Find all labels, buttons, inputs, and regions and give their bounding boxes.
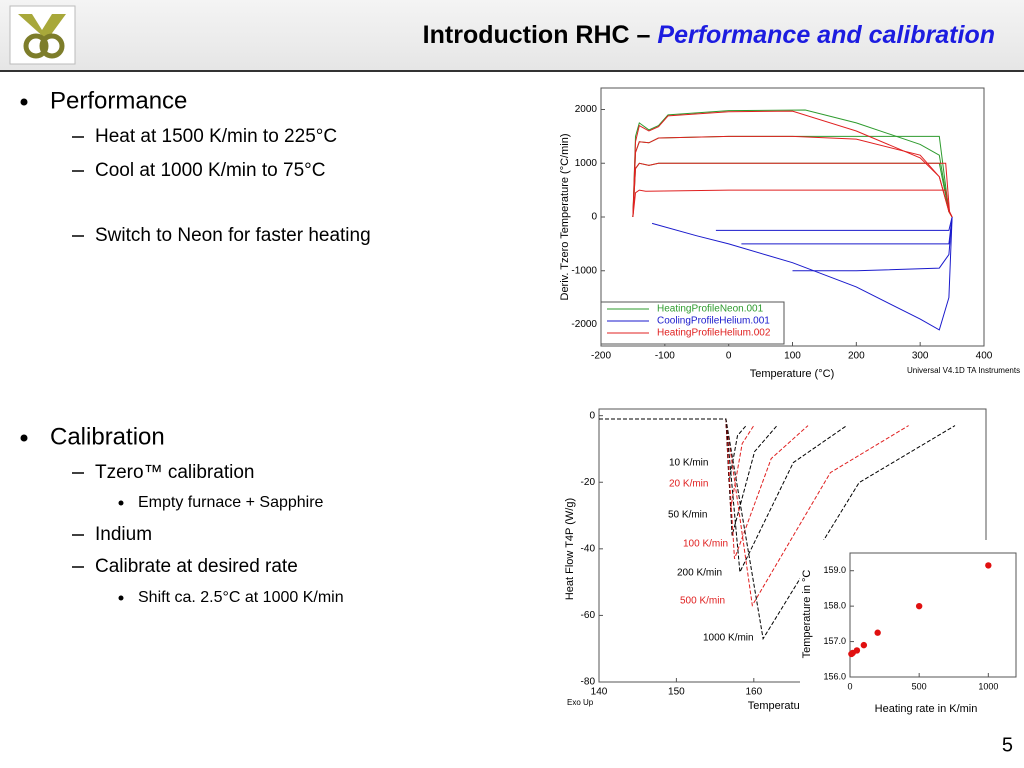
curve bbox=[632, 189, 953, 218]
slide-title: Introduction RHC – Performance and calib… bbox=[423, 21, 995, 49]
title-emphasis: Performance and calibration bbox=[657, 21, 995, 49]
point bbox=[985, 562, 992, 569]
x-tick-label: 0 bbox=[847, 681, 852, 691]
y-tick-label: -60 bbox=[581, 610, 596, 621]
x-tick-label: -200 bbox=[591, 351, 611, 362]
sub-bullet-text: Cool at 1000 K/min to 75°C bbox=[95, 160, 325, 181]
y-tick-label: 1000 bbox=[575, 158, 598, 169]
header-band bbox=[0, 0, 1024, 70]
sub-bullet-text: Heat at 1500 K/min to 225°C bbox=[95, 126, 337, 147]
y-tick-label: -1000 bbox=[571, 265, 597, 276]
bullet bbox=[20, 434, 28, 442]
x-axis-label: Temperature (°C) bbox=[750, 368, 834, 380]
y-tick-label: 156.0 bbox=[823, 671, 846, 681]
curve bbox=[632, 110, 953, 218]
x-tick-label: 140 bbox=[591, 687, 608, 698]
curve bbox=[632, 162, 953, 218]
inset-background bbox=[800, 540, 1024, 720]
y-tick-label: 159.0 bbox=[823, 565, 846, 575]
x-tick-label: 500 bbox=[912, 681, 927, 691]
curve bbox=[599, 418, 956, 641]
logo-ring bbox=[23, 33, 49, 59]
curve bbox=[715, 216, 953, 231]
sub-bullet-text: Indium bbox=[95, 524, 152, 545]
plot-frame bbox=[849, 552, 1017, 678]
x-tick-label: 200 bbox=[848, 351, 865, 362]
curve bbox=[632, 109, 953, 218]
y-tick-label: 157.0 bbox=[823, 636, 846, 646]
legend-label: HeatingProfileNeon.001 bbox=[657, 304, 764, 315]
x-tick-label: 400 bbox=[976, 351, 993, 362]
curve bbox=[632, 135, 953, 218]
y-tick-label: 0 bbox=[589, 410, 595, 421]
logo-ring bbox=[39, 33, 65, 59]
chart-note: Universal V4.1D TA Instruments bbox=[907, 366, 1020, 375]
x-axis-label: Heating rate in K/min bbox=[875, 703, 978, 715]
legend-label: HeatingProfileHelium.002 bbox=[657, 328, 771, 339]
curve-label: 500 K/min bbox=[680, 596, 725, 607]
legend-label: CoolingProfileHelium.001 bbox=[657, 316, 770, 327]
y-axis-label: Deriv. Tzero Temperature (°C/min) bbox=[559, 134, 571, 301]
sub-bullet-text: Tzero™ calibration bbox=[95, 462, 254, 483]
curve bbox=[599, 418, 747, 483]
curve bbox=[792, 216, 953, 272]
y-axis-label: Temperature in °C bbox=[801, 570, 813, 659]
bullet-text: Performance bbox=[50, 87, 187, 114]
bullet bbox=[20, 98, 28, 106]
curve-label: 50 K/min bbox=[668, 510, 707, 521]
logo-shape bbox=[18, 14, 66, 40]
curve bbox=[651, 216, 953, 331]
logo bbox=[9, 5, 76, 65]
y-axis-label: Heat Flow T4P (W/g) bbox=[564, 498, 576, 600]
bullet bbox=[118, 595, 124, 601]
y-tick-label: -40 bbox=[581, 543, 596, 554]
point bbox=[874, 629, 881, 636]
y-tick-label: 2000 bbox=[575, 104, 598, 115]
title-main: Introduction RHC – bbox=[423, 21, 658, 49]
point bbox=[915, 602, 923, 610]
point bbox=[853, 647, 861, 654]
x-tick-label: 0 bbox=[726, 351, 732, 362]
y-tick-label: -20 bbox=[581, 477, 596, 488]
point bbox=[860, 641, 868, 649]
x-tick-label: 300 bbox=[912, 351, 929, 362]
curve-label: 1000 K/min bbox=[703, 633, 754, 644]
curve bbox=[632, 135, 953, 218]
y-tick-label: 158.0 bbox=[823, 601, 846, 611]
curve-label: 200 K/min bbox=[677, 568, 722, 579]
curve-label: 10 K/min bbox=[669, 458, 708, 469]
sub-sub-bullet-text: Empty furnace + Sapphire bbox=[138, 494, 324, 511]
x-tick-label: 150 bbox=[668, 687, 685, 698]
bullet-text: Calibration bbox=[50, 423, 165, 450]
x-tick-label: 1000 bbox=[978, 681, 998, 691]
y-tick-label: -2000 bbox=[571, 319, 597, 330]
y-tick-label: 0 bbox=[591, 212, 597, 223]
x-tick-label: 100 bbox=[784, 351, 801, 362]
curve-label: 20 K/min bbox=[669, 479, 708, 490]
page-number: 5 bbox=[1002, 734, 1013, 756]
x-tick-label: -100 bbox=[655, 351, 675, 362]
bullet-list: Performance Heat at 1500 K/min to 225°C … bbox=[20, 87, 371, 606]
y-tick-label: -80 bbox=[581, 677, 596, 688]
sub-sub-bullet-text: Shift ca. 2.5°C at 1000 K/min bbox=[138, 589, 344, 606]
x-tick-label: 160 bbox=[745, 687, 762, 698]
bullet bbox=[118, 500, 124, 506]
chart-note: Exo Up bbox=[567, 698, 594, 707]
curve-label: 100 K/min bbox=[683, 539, 728, 550]
curve bbox=[741, 216, 953, 245]
sub-bullet-text: Switch to Neon for faster heating bbox=[95, 225, 371, 246]
sub-bullet-text: Calibrate at desired rate bbox=[95, 556, 298, 577]
